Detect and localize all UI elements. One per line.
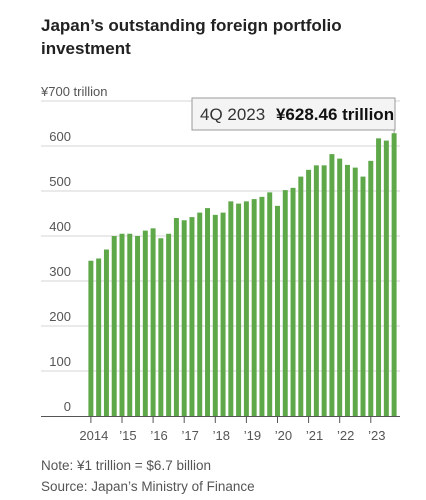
y-tick-label: 300 xyxy=(49,264,71,279)
bar xyxy=(243,201,249,416)
bar xyxy=(96,258,102,416)
bar xyxy=(166,233,172,416)
bar xyxy=(383,140,389,416)
footnotes: Note: ¥1 trillion = $6.7 billion Source:… xyxy=(41,455,255,497)
bar xyxy=(298,176,304,416)
callout-label: 4Q 2023 xyxy=(200,105,265,124)
bars xyxy=(88,133,397,416)
x-tick-label: ’17 xyxy=(182,428,199,443)
bar xyxy=(205,208,210,416)
y-tick-label: 100 xyxy=(49,354,71,369)
bar xyxy=(391,133,397,416)
bar xyxy=(376,138,382,416)
x-tick-label: ’23 xyxy=(368,428,385,443)
source-text: Source: Japan’s Ministry of Finance xyxy=(41,479,255,494)
chart-title: Japan’s outstanding foreign portfolio in… xyxy=(41,16,342,58)
x-tick-label: ’20 xyxy=(275,428,292,443)
bar xyxy=(360,176,366,416)
x-tick-label: ’15 xyxy=(119,428,136,443)
bar xyxy=(368,160,374,416)
bar xyxy=(111,236,117,416)
bar xyxy=(344,164,350,416)
bar xyxy=(236,203,242,416)
bar xyxy=(313,165,319,416)
bar xyxy=(321,165,327,416)
y-tick-label: 400 xyxy=(49,219,71,234)
note-text: Note: ¥1 trillion = $6.7 billion xyxy=(41,458,211,473)
y-tick-label: 500 xyxy=(49,174,71,189)
x-tick-label: ’19 xyxy=(244,428,261,443)
bar xyxy=(158,238,164,416)
bar xyxy=(150,228,156,416)
bar xyxy=(119,233,125,416)
bar xyxy=(181,220,187,416)
callout-text: 4Q 2023 ¥628.46 trillion xyxy=(200,105,394,124)
y-tick-label: 0 xyxy=(64,399,71,414)
bar xyxy=(329,154,335,416)
axes: 2014 ’15 ’16 ’17 ’18 ’19 ’20 ’21 ’22 ’23 xyxy=(41,416,400,443)
bar xyxy=(337,158,343,416)
bar xyxy=(306,169,312,416)
bar xyxy=(220,212,226,416)
bar xyxy=(228,201,234,416)
x-tick-label: 2014 xyxy=(79,428,108,443)
x-tick-label: ’22 xyxy=(337,428,354,443)
x-tick-label: ’18 xyxy=(213,428,230,443)
bar xyxy=(212,214,218,416)
bar xyxy=(282,190,288,416)
bar xyxy=(127,233,133,416)
bar xyxy=(142,230,148,416)
x-tick-label: ’16 xyxy=(150,428,167,443)
y-tick-label: 600 xyxy=(49,129,71,144)
bar xyxy=(173,218,179,416)
bar xyxy=(251,199,257,416)
bar xyxy=(189,217,195,416)
callout-box xyxy=(191,97,396,131)
y-tick-label: 200 xyxy=(49,309,71,324)
bar xyxy=(275,205,280,416)
bar xyxy=(197,212,203,416)
bar xyxy=(103,249,109,416)
bar xyxy=(352,167,358,416)
bar xyxy=(135,236,141,416)
callout: 4Q 2023 ¥628.46 trillion xyxy=(191,97,396,134)
callout-value: ¥628.46 trillion xyxy=(276,105,394,124)
bar xyxy=(290,187,296,416)
x-tick-label: ’21 xyxy=(306,428,323,443)
bar xyxy=(259,196,265,416)
y-tick-label: ¥700 trillion xyxy=(40,84,108,99)
bar xyxy=(267,192,273,416)
bar xyxy=(88,260,94,416)
